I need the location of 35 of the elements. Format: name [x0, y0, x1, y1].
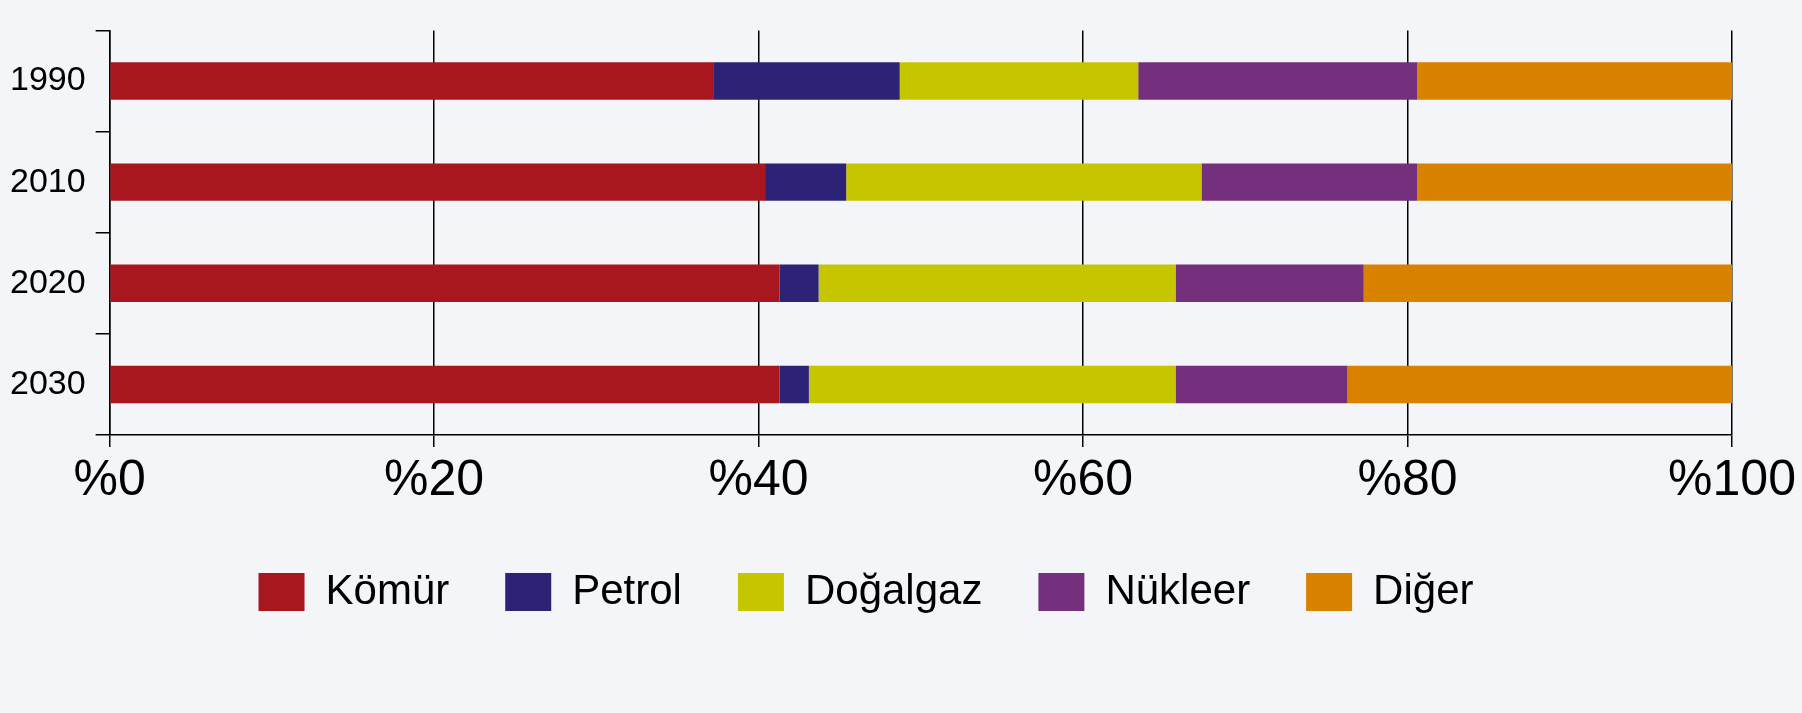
bar: [808, 365, 1176, 404]
bar: [110, 163, 766, 201]
bar: [1417, 163, 1732, 201]
x-tick-label: %80: [1357, 449, 1458, 506]
bar: [1175, 365, 1348, 404]
y-tick-label: 2010: [10, 160, 86, 199]
legend-label: Diğer: [1373, 565, 1474, 613]
bar: [899, 62, 1139, 100]
bar: [713, 62, 900, 100]
bar: [1347, 365, 1732, 404]
bar: [110, 264, 780, 302]
x-tick-label: %0: [73, 449, 146, 506]
legend-label: Petrol: [572, 565, 682, 613]
bar: [110, 365, 780, 404]
bar: [1417, 62, 1732, 100]
bar: [110, 62, 714, 100]
bar: [779, 365, 809, 404]
bar: [765, 163, 847, 201]
x-tick-label: %20: [384, 449, 485, 506]
y-tick-label: 1990: [10, 59, 86, 98]
x-tick-label: %60: [1033, 449, 1134, 506]
x-tick-label: %100: [1668, 449, 1796, 506]
legend-label: Nükleer: [1105, 565, 1251, 613]
y-tick-label: 2020: [10, 261, 86, 300]
bar: [818, 264, 1176, 302]
legend-label: Kömür: [325, 565, 450, 613]
bar: [779, 264, 819, 302]
x-tick-label: %40: [708, 449, 809, 506]
bar: [1175, 264, 1364, 302]
bar: [846, 163, 1202, 201]
bar: [1363, 264, 1732, 302]
bar: [1138, 62, 1418, 100]
legend-label: Doğalgaz: [804, 565, 983, 613]
y-tick-label: 2030: [10, 362, 86, 401]
bar: [1201, 163, 1418, 201]
